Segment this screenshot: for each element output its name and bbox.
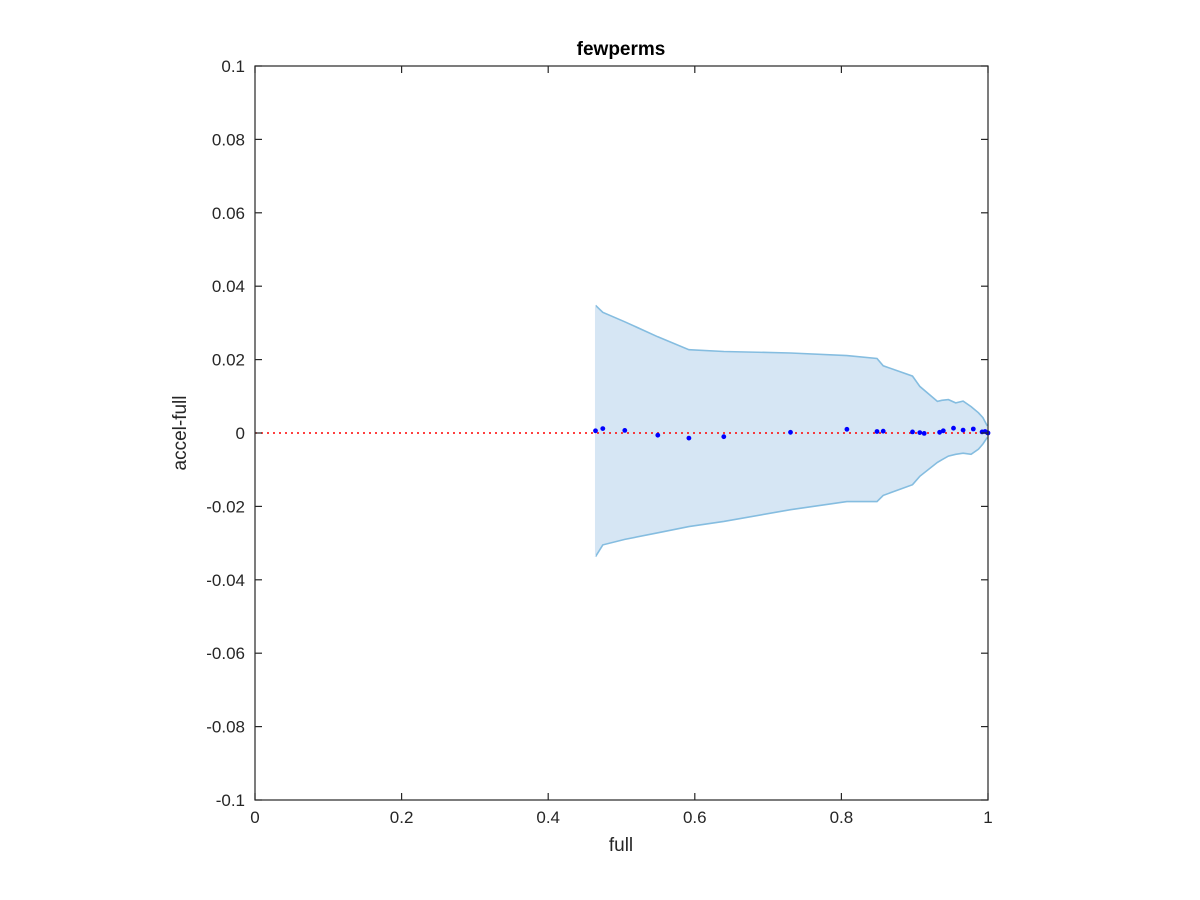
y-axis-label: accel-full [170,396,191,471]
x-tick-label: 0.8 [830,808,854,827]
chart-title: fewperms [577,39,666,60]
data-point [655,432,661,438]
data-points [593,425,991,441]
x-tick-label: 0.2 [390,808,414,827]
data-point [874,429,880,434]
x-tick-label: 0.4 [536,808,560,827]
data-point [880,428,886,434]
ticks: 0 0.2 0.4 0.6 0.8 1 -0.1 -0.08 -0.06 -0.04 -0.02 0 0… [206,57,992,827]
y-tick-label: 0.08 [212,130,245,149]
y-tick-label: -0.02 [206,497,245,516]
data-point [788,429,793,435]
y-tick-label: -0.04 [206,571,245,590]
data-point [593,428,598,434]
x-tick-label: 0.6 [683,808,707,827]
data-point [951,425,956,431]
data-point [600,426,606,431]
data-point [686,435,692,441]
data-point [921,431,927,436]
y-tick-label: -0.1 [216,791,245,810]
y-tick-label: 0.1 [221,57,245,76]
data-point [960,427,966,433]
data-point [622,428,628,433]
data-point [937,429,942,435]
data-point [721,434,727,440]
x-axis-label: full [609,835,633,856]
y-tick-label: -0.06 [206,644,245,663]
y-tick-label: 0 [236,424,245,443]
band-upper-edge [594,304,989,427]
y-tick-label: -0.08 [206,718,245,737]
data-point [844,426,850,432]
data-point [910,429,915,435]
data-point [940,428,946,434]
data-point [970,426,976,432]
x-tick-label: 0 [250,808,259,827]
data-point [917,430,923,435]
band-lower-edge [594,436,988,558]
y-tick-label: 0.04 [212,277,245,296]
y-tick-label: 0.02 [212,351,245,370]
y-tick-label: 0.06 [212,204,245,223]
x-tick-label: 1 [983,808,992,827]
